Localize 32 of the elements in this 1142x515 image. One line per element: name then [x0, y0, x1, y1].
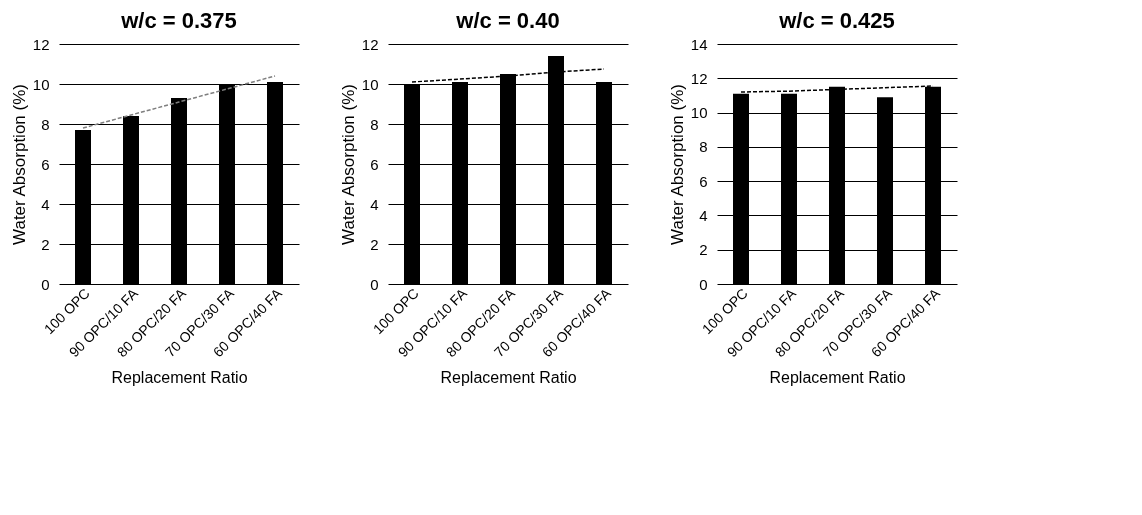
- y-axis-title: Water Absorption (%): [667, 84, 687, 245]
- y-tick-label: 6: [41, 155, 50, 173]
- x-axis-title: Replacement Ratio: [440, 369, 577, 387]
- chart-title: w/c = 0.425: [778, 8, 895, 33]
- y-tick-label: 10: [361, 75, 379, 93]
- y-tick-label: 4: [699, 206, 708, 224]
- y-tick-label: 10: [690, 104, 708, 122]
- y-tick-label: 0: [41, 275, 50, 293]
- y-axis-title: Water Absorption (%): [338, 84, 358, 245]
- y-tick-label: 12: [361, 35, 379, 53]
- y-tick-label: 8: [370, 115, 379, 133]
- x-axis-title: Replacement Ratio: [769, 369, 906, 387]
- chart-title: w/c = 0.40: [455, 8, 560, 33]
- y-tick-label: 6: [370, 155, 379, 173]
- y-tick-label: 10: [32, 75, 50, 93]
- y-tick-label: 4: [370, 195, 379, 213]
- chart-title: w/c = 0.375: [120, 8, 237, 33]
- y-tick-label: 2: [41, 235, 50, 253]
- y-tick-label: 12: [690, 69, 708, 87]
- y-tick-label: 14: [690, 35, 708, 53]
- y-tick-label: 2: [699, 241, 708, 259]
- y-tick-label: 0: [370, 275, 379, 293]
- y-tick-label: 12: [32, 35, 50, 53]
- y-axis-title: Water Absorption (%): [9, 84, 29, 245]
- y-tick-label: 4: [41, 195, 50, 213]
- y-tick-label: 8: [699, 138, 708, 156]
- y-tick-label: 8: [41, 115, 50, 133]
- y-tick-label: 0: [699, 275, 708, 293]
- y-tick-label: 6: [699, 172, 708, 190]
- line-series: [82, 75, 276, 129]
- x-axis-title: Replacement Ratio: [111, 369, 248, 387]
- y-tick-label: 2: [370, 235, 379, 253]
